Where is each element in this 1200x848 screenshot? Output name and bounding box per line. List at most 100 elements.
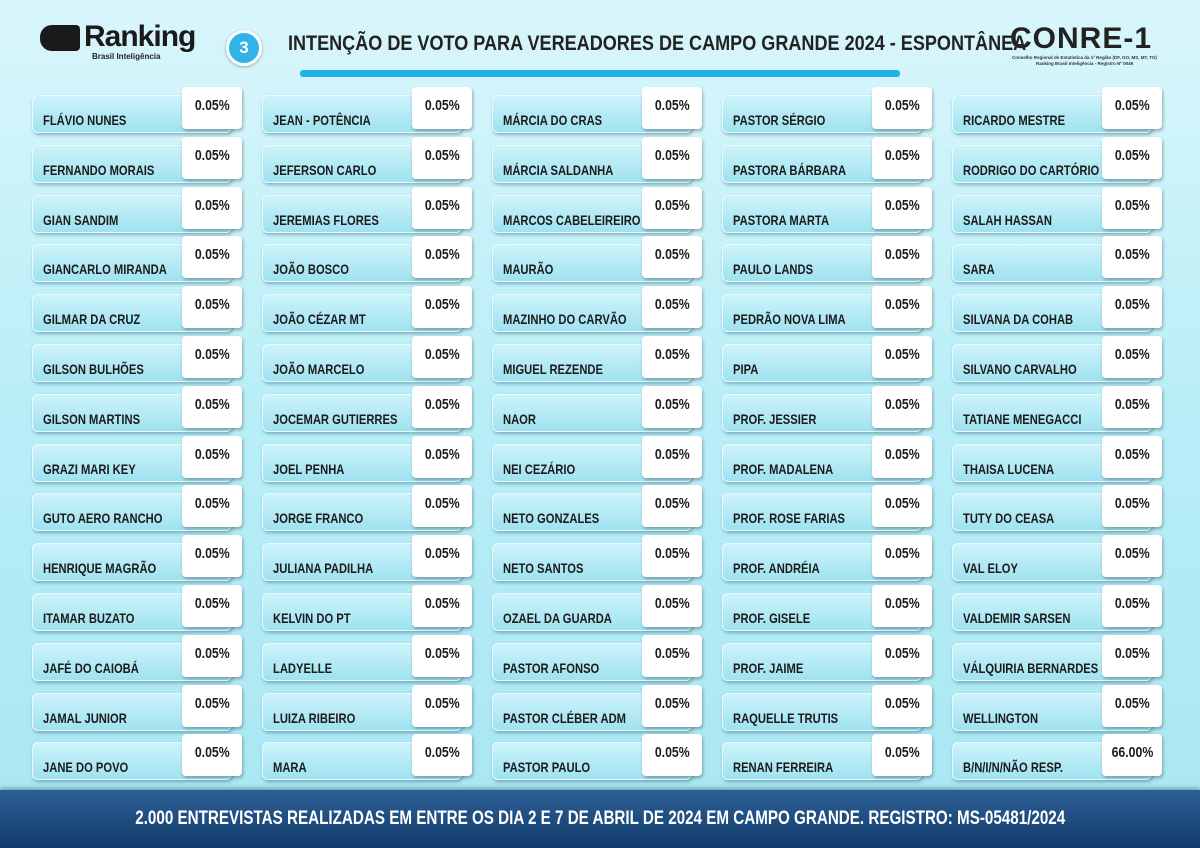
candidate-row: JOÃO BOSCO 0.05% [262, 236, 474, 283]
candidate-row: MÁRCIA SALDANHA 0.05% [492, 136, 704, 183]
vote-share: 0.05% [194, 495, 230, 513]
candidate-name: SILVANA DA COHAB [963, 311, 1074, 328]
candidate-name: PASTORA MARTA [733, 211, 830, 228]
value-box: 0.05% [872, 286, 932, 329]
candidate-name: JAFÉ DO CAIOBÁ [43, 659, 139, 676]
vote-share: 0.05% [884, 196, 920, 214]
candidate-row: MAURÃO 0.05% [492, 236, 704, 283]
candidate-name: JEFERSON CARLO [273, 161, 377, 178]
candidate-row: GILSON MARTINS 0.05% [32, 385, 244, 432]
value-box: 0.05% [872, 87, 932, 129]
candidate-row: RENAN FERREIRA 0.05% [722, 734, 934, 781]
candidate-row: TUTY DO CEASA 0.05% [952, 485, 1164, 532]
candidate-row: PASTORA BÁRBARA 0.05% [722, 136, 934, 183]
value-box: 0.05% [182, 734, 242, 777]
value-box: 0.05% [412, 535, 472, 578]
value-box: 0.05% [182, 684, 242, 727]
value-box: 0.05% [412, 385, 472, 428]
partner-logo: CONRE-1 [1010, 22, 1153, 55]
vote-share: 0.05% [654, 495, 690, 513]
value-box: 0.05% [642, 136, 702, 179]
candidate-name: HENRIQUE MAGRÃO [43, 560, 157, 577]
candidate-row: NEI CEZÁRIO 0.05% [492, 435, 704, 482]
candidate-name: PAULO LANDS [733, 261, 814, 278]
candidate-name: TATIANE MENEGACCI [963, 410, 1082, 427]
value-box: 0.05% [1102, 535, 1162, 578]
logo: Ranking [40, 20, 196, 54]
vote-share: 0.05% [424, 395, 460, 413]
candidate-row: GRAZI MARI KEY 0.05% [32, 435, 244, 482]
candidate-name: JEAN - POTÊNCIA [273, 112, 371, 128]
value-box: 0.05% [642, 585, 702, 627]
vote-share: 0.05% [1114, 445, 1150, 463]
value-box: 0.05% [1102, 585, 1162, 627]
vote-share: 0.05% [884, 246, 920, 264]
candidate-name: THAISA LUCENA [963, 460, 1055, 477]
vote-share: 0.05% [1114, 296, 1150, 314]
candidate-row: PASTOR AFONSO 0.05% [492, 634, 704, 681]
vote-share: 0.05% [654, 246, 690, 264]
value-box: 0.05% [182, 585, 242, 627]
candidate-name: SALAH HASSAN [963, 211, 1052, 228]
candidate-name: MÁRCIA SALDANHA [503, 161, 614, 178]
candidate-row: B/N/I/N/NÃO RESP. 66.00% [952, 734, 1164, 781]
candidate-row: TATIANE MENEGACCI 0.05% [952, 385, 1164, 432]
value-box: 0.05% [182, 136, 242, 179]
vote-share: 0.05% [194, 346, 230, 363]
candidate-name: B/N/I/N/NÃO RESP. [963, 759, 1063, 776]
candidate-row: MAZINHO DO CARVÃO 0.05% [492, 286, 704, 333]
value-box: 0.05% [872, 236, 932, 279]
candidate-name: MARA [273, 759, 307, 776]
candidate-row: MARCOS CABELEIREIRO 0.05% [492, 186, 704, 233]
candidate-name: GIAN SANDIM [43, 211, 119, 228]
candidate-row: PASTOR PAULO 0.05% [492, 734, 704, 781]
value-box: 0.05% [412, 634, 472, 677]
candidate-row: JAFÉ DO CAIOBÁ 0.05% [32, 634, 244, 681]
candidate-row: PIPA 0.05% [722, 336, 934, 382]
candidate-row: PEDRÃO NOVA LIMA 0.05% [722, 286, 934, 333]
value-box: 0.05% [872, 435, 932, 478]
vote-share: 0.05% [424, 495, 460, 513]
candidate-name: PROF. ANDRÉIA [733, 560, 820, 577]
candidate-row: LUIZA RIBEIRO 0.05% [262, 684, 474, 731]
vote-share: 0.05% [654, 644, 690, 662]
vote-share: 0.05% [1114, 644, 1150, 662]
value-box: 0.05% [872, 535, 932, 578]
value-box: 0.05% [1102, 634, 1162, 677]
candidate-row: GIANCARLO MIRANDA 0.05% [32, 236, 244, 283]
value-box: 0.05% [872, 385, 932, 428]
vote-share: 0.05% [194, 395, 230, 413]
value-box: 0.05% [642, 236, 702, 279]
candidate-name: RODRIGO DO CARTÓRIO [963, 161, 1100, 178]
value-box: 0.05% [872, 136, 932, 179]
value-box: 0.05% [182, 535, 242, 578]
candidate-row: JOCEMAR GUTIERRES 0.05% [262, 385, 474, 432]
candidate-name: TUTY DO CEASA [963, 510, 1055, 527]
vote-share: 0.05% [1114, 146, 1150, 164]
vote-share: 0.05% [1114, 196, 1150, 214]
vote-share: 0.05% [424, 196, 460, 214]
candidate-name: MÁRCIA DO CRAS [503, 112, 603, 128]
candidate-name: GIANCARLO MIRANDA [43, 261, 167, 278]
vote-share: 0.05% [1114, 97, 1150, 114]
candidate-name: FLÁVIO NUNES [43, 112, 127, 128]
candidate-name: GUTO AERO RANCHO [43, 510, 163, 527]
vote-share: 0.05% [884, 495, 920, 513]
vote-share: 0.05% [194, 146, 230, 164]
candidate-row: MÁRCIA DO CRAS 0.05% [492, 87, 704, 133]
candidate-name: RENAN FERREIRA [733, 759, 834, 776]
vote-share: 0.05% [884, 744, 920, 762]
vote-share: 0.05% [1114, 545, 1150, 563]
candidate-row: VÁLQUIRIA BERNARDES 0.05% [952, 634, 1164, 681]
value-box: 0.05% [1102, 136, 1162, 179]
candidate-name: KELVIN DO PT [273, 610, 351, 626]
candidate-name: PROF. ROSE FARIAS [733, 510, 846, 527]
value-box: 0.05% [182, 236, 242, 279]
candidate-name: JOÃO CÉZAR MT [273, 311, 366, 328]
candidate-name: NETO GONZALES [503, 510, 600, 527]
candidate-row: GILSON BULHÕES 0.05% [32, 336, 244, 382]
vote-share: 0.05% [884, 644, 920, 662]
candidate-name: GRAZI MARI KEY [43, 460, 136, 477]
candidate-name: FERNANDO MORAIS [43, 161, 155, 178]
vote-share: 0.05% [194, 445, 230, 463]
